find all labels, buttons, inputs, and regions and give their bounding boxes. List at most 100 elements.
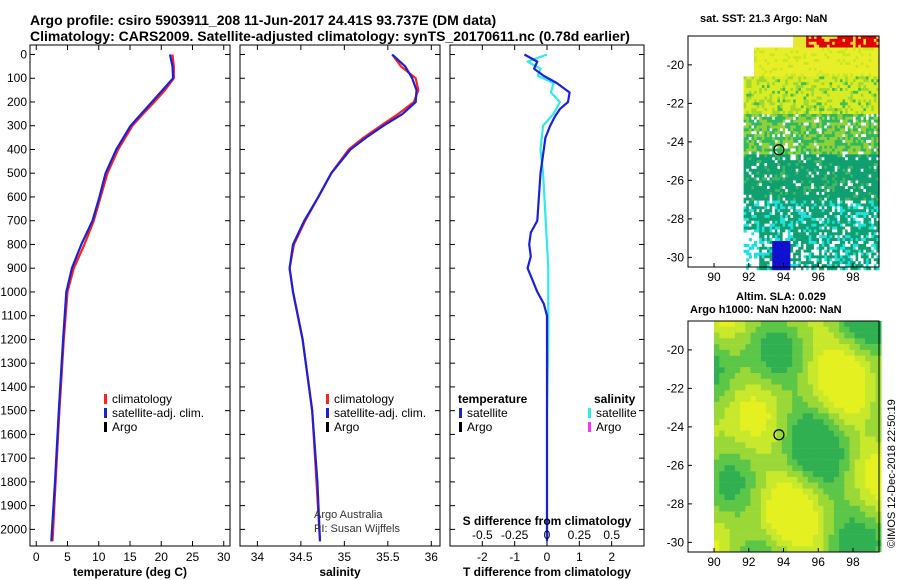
sla-map-cell (844, 332, 851, 339)
sst-map-cell (860, 125, 864, 129)
sst-map-cell (871, 90, 875, 95)
sst-map-cell (853, 119, 857, 123)
sst-map-cell (839, 50, 844, 54)
sst-map-cell (850, 171, 854, 175)
sst-map-cell (761, 108, 765, 112)
sst-map-cell (759, 73, 763, 77)
sst-map-cell (826, 50, 831, 54)
sla-map-cell (781, 413, 788, 420)
sst-map-cell (759, 142, 763, 146)
sst-map-cell (764, 235, 768, 239)
sla-map-cell (740, 344, 747, 351)
sst-map-cell (803, 267, 807, 271)
sst-map-cell (808, 47, 812, 51)
sst-map-cell (871, 56, 875, 60)
sst-map-cell (800, 246, 805, 250)
sst-map-cell (798, 102, 802, 106)
sst-map-cell (772, 108, 776, 112)
sst-map-cell (813, 215, 818, 219)
sst-map-cell (847, 180, 851, 184)
sst-map-cell (806, 142, 810, 146)
sla-map-cell (865, 361, 872, 368)
sst-map-cell (811, 171, 815, 175)
sst-map-cell (871, 108, 875, 112)
sst-map-cell (855, 197, 859, 201)
sst-map-cell (780, 145, 784, 149)
sst-map-cell (808, 261, 812, 265)
sst-map-cell (855, 119, 859, 123)
sst-map-cell (780, 267, 784, 271)
sst-map-cell (873, 99, 877, 103)
sst-map-cell (803, 183, 807, 187)
sst-map-cell (756, 119, 760, 123)
sst-map-cell (790, 238, 794, 242)
sst-map-cell (785, 114, 789, 118)
sst-map-cell (790, 197, 794, 201)
sst-map-cell (834, 41, 838, 45)
sla-map-cell (734, 332, 741, 339)
sst-map-cell (860, 261, 864, 265)
sst-map-cell (806, 119, 810, 123)
sst-map-cell (780, 209, 784, 213)
sla-map-cell (870, 413, 877, 420)
depth-tick-label: 1700 (0, 451, 27, 465)
sla-map-cell (844, 425, 851, 431)
sla-map-cell (760, 338, 767, 345)
sla-map-cell (854, 355, 861, 362)
sst-map-cell (853, 212, 857, 216)
sst-map-cell (780, 47, 784, 51)
sst-map-cell (826, 157, 831, 161)
sst-map-cell (759, 171, 763, 175)
sst-map-cell (787, 114, 791, 118)
sst-map-cell (793, 249, 797, 253)
sst-map-cell (754, 246, 758, 250)
sst-map-cell (787, 223, 791, 227)
sst-map-cell (767, 217, 771, 222)
s-diff-tick-label: 0.25 (568, 528, 592, 542)
sst-map-cell (855, 64, 859, 69)
sst-map-cell (842, 50, 846, 54)
sst-map-cell (816, 177, 820, 181)
sst-map-cell (772, 197, 776, 201)
sst-map-cell (876, 177, 880, 181)
sla-map-cell (859, 373, 866, 379)
sst-map-cell (813, 209, 818, 213)
sst-map-cell (759, 93, 763, 97)
sst-map-cell (764, 194, 768, 198)
sst-map-cell (860, 232, 864, 236)
sst-map-cell (787, 200, 791, 204)
sla-map-cell (823, 430, 830, 437)
sst-map-cell (832, 209, 836, 213)
sst-map-cell (839, 62, 844, 66)
sst-map-cell (785, 116, 789, 120)
sst-map-cell (767, 56, 771, 60)
sst-map-cell (808, 209, 812, 213)
sst-map-cell (790, 255, 794, 259)
sst-map-cell (850, 85, 854, 89)
salinity-legend-satellite-label: satellite-adj. clim. (334, 406, 426, 420)
sst-map-cell (821, 209, 825, 213)
sst-map-cell (816, 186, 820, 190)
sst-map-cell (839, 148, 844, 152)
sst-map-cell (860, 160, 864, 164)
sla-map-cell (724, 413, 731, 420)
sst-map-cell (834, 148, 838, 152)
sst-map-cell (816, 180, 820, 184)
sst-map-cell (834, 217, 838, 222)
sst-map-cell (876, 47, 880, 51)
sst-map-cell (871, 160, 875, 164)
sst-map-cell (842, 264, 846, 268)
sst-map-cell (839, 151, 844, 155)
sst-map-cell (785, 246, 789, 250)
sst-map-cell (782, 142, 786, 146)
sst-map-cell (816, 206, 820, 210)
sst-map-cell (860, 171, 864, 175)
sst-map-cell (785, 125, 789, 129)
sla-map-cell (781, 378, 788, 385)
sst-map-cell (764, 76, 768, 80)
sst-map-cell (803, 139, 807, 144)
sla-map-cell (724, 338, 731, 345)
sst-map-cell (746, 252, 750, 256)
depth-tick-label: 1800 (0, 475, 27, 489)
sst-map-cell (769, 53, 773, 57)
